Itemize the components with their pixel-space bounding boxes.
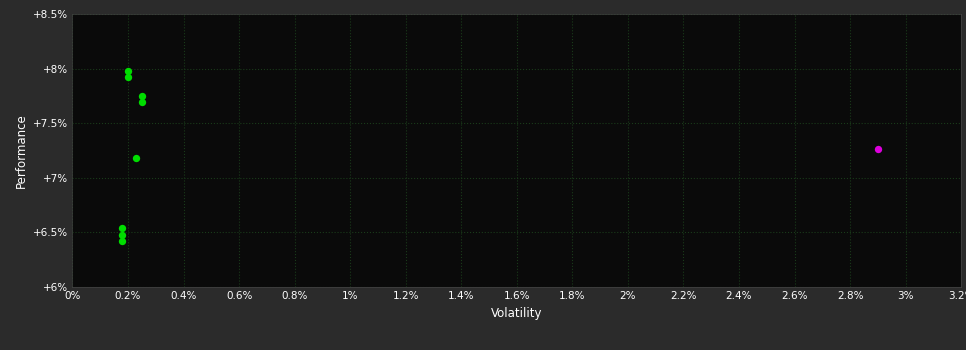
Y-axis label: Performance: Performance: [14, 113, 28, 188]
Point: [115, 238, 130, 244]
Point: [120, 75, 135, 80]
Point: [134, 100, 150, 105]
Point: [128, 155, 144, 161]
Point: [115, 232, 130, 237]
Point: [115, 225, 130, 231]
X-axis label: Volatility: Volatility: [491, 307, 543, 320]
Point: [134, 93, 150, 99]
Point: [870, 147, 886, 152]
Point: [120, 68, 135, 74]
